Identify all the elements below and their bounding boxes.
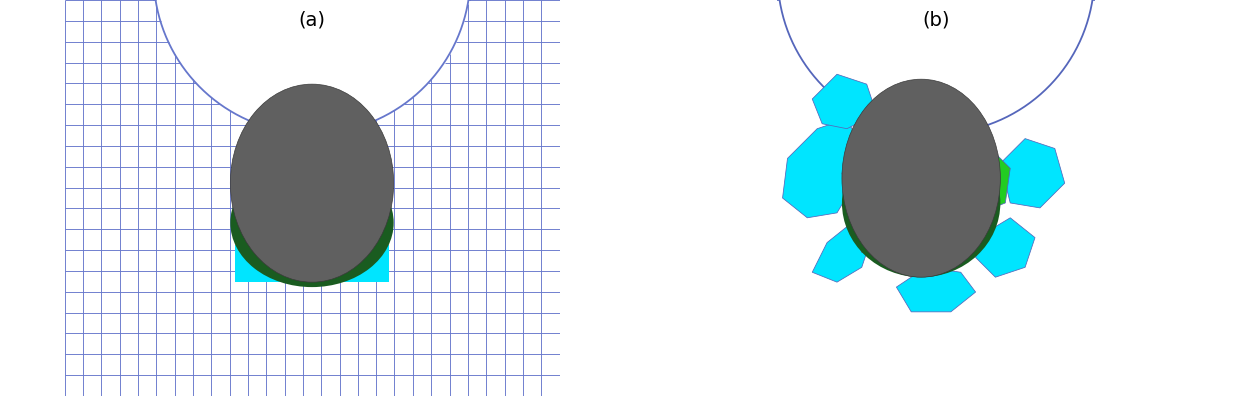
Text: (b): (b)	[922, 10, 950, 29]
Ellipse shape	[231, 158, 393, 287]
Polygon shape	[852, 203, 891, 253]
Polygon shape	[812, 223, 871, 282]
Bar	[236, 245, 388, 282]
Text: (a): (a)	[298, 10, 326, 29]
Ellipse shape	[842, 129, 1001, 277]
Ellipse shape	[842, 79, 1001, 277]
Polygon shape	[896, 267, 976, 312]
Polygon shape	[976, 218, 1035, 277]
Polygon shape	[782, 119, 862, 218]
Ellipse shape	[924, 191, 967, 225]
Polygon shape	[812, 74, 876, 129]
Ellipse shape	[231, 84, 393, 282]
Polygon shape	[1001, 139, 1065, 208]
Bar	[270, 183, 354, 253]
Polygon shape	[976, 153, 1010, 213]
Polygon shape	[778, 0, 1094, 133]
Bar	[285, 196, 339, 240]
Ellipse shape	[880, 177, 932, 219]
Polygon shape	[842, 139, 896, 208]
